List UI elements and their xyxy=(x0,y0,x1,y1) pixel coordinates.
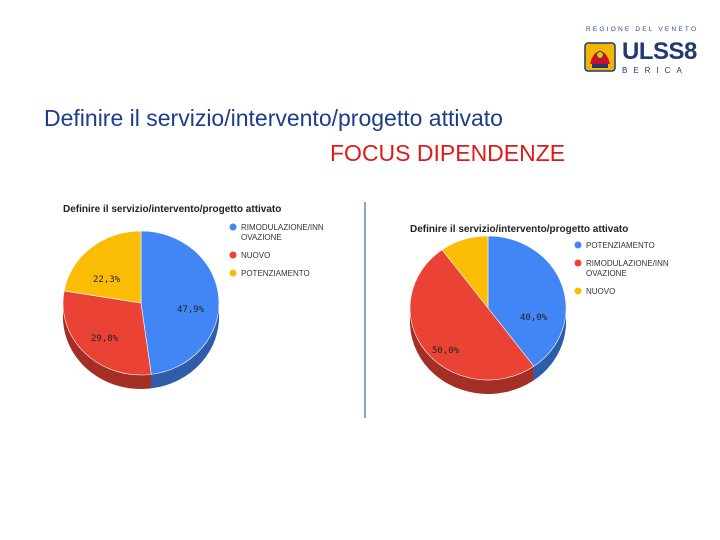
data-label: 40,0% xyxy=(520,313,548,323)
legend-label: RIMODULAZIONE/INN xyxy=(241,223,324,232)
logo-name: ULSS8 xyxy=(622,38,697,65)
legend-label: RIMODULAZIONE/INN xyxy=(586,259,669,268)
page-title: Definire il servizio/intervento/progetto… xyxy=(44,105,503,131)
legend-swatch xyxy=(574,287,582,295)
legend-label: POTENZIAMENTO xyxy=(241,269,310,278)
legend-swatch xyxy=(229,269,237,277)
pie-slice-nuovo xyxy=(62,290,152,376)
logo-city: BERICA xyxy=(622,66,688,75)
legend-label: OVAZIONE xyxy=(241,233,282,242)
data-label: 47,9% xyxy=(177,305,205,315)
lion-crest-icon xyxy=(584,42,616,72)
legend-label: NUOVO xyxy=(241,251,270,260)
logo-region-text: REGIONE DEL VENETO xyxy=(586,26,699,33)
data-label: 22,3% xyxy=(93,275,121,285)
pie-slice-potenziamento xyxy=(487,235,567,367)
ulss-logo: REGIONE DEL VENETO ULSS8 BERICA xyxy=(582,22,697,82)
legend-swatch xyxy=(229,251,237,259)
legend-swatch xyxy=(574,241,582,249)
pie-chart-left: Definire il servizio/intervento/progetto… xyxy=(62,204,324,389)
chart-title: Definire il servizio/intervento/progetto… xyxy=(410,224,628,235)
chart-title: Definire il servizio/intervento/progetto… xyxy=(63,204,281,215)
legend-swatch xyxy=(229,223,237,231)
legend-label: NUOVO xyxy=(586,287,615,296)
legend-label: OVAZIONE xyxy=(586,269,627,278)
chart-divider xyxy=(364,202,366,418)
data-label: 29,8% xyxy=(91,334,119,344)
pie-slice-rimodulazione-innovazione xyxy=(140,230,220,375)
pie-slice-potenziamento xyxy=(63,230,142,304)
data-label: 50,0% xyxy=(432,346,460,356)
legend-label: POTENZIAMENTO xyxy=(586,241,655,250)
legend-swatch xyxy=(574,259,582,267)
page-subtitle: FOCUS DIPENDENZE xyxy=(330,140,566,166)
pie-chart-right: Definire il servizio/intervento/progetto… xyxy=(409,224,669,395)
pie-slice-rimodulazione-innovazione xyxy=(409,249,535,381)
pie-slice-nuovo xyxy=(441,235,489,309)
